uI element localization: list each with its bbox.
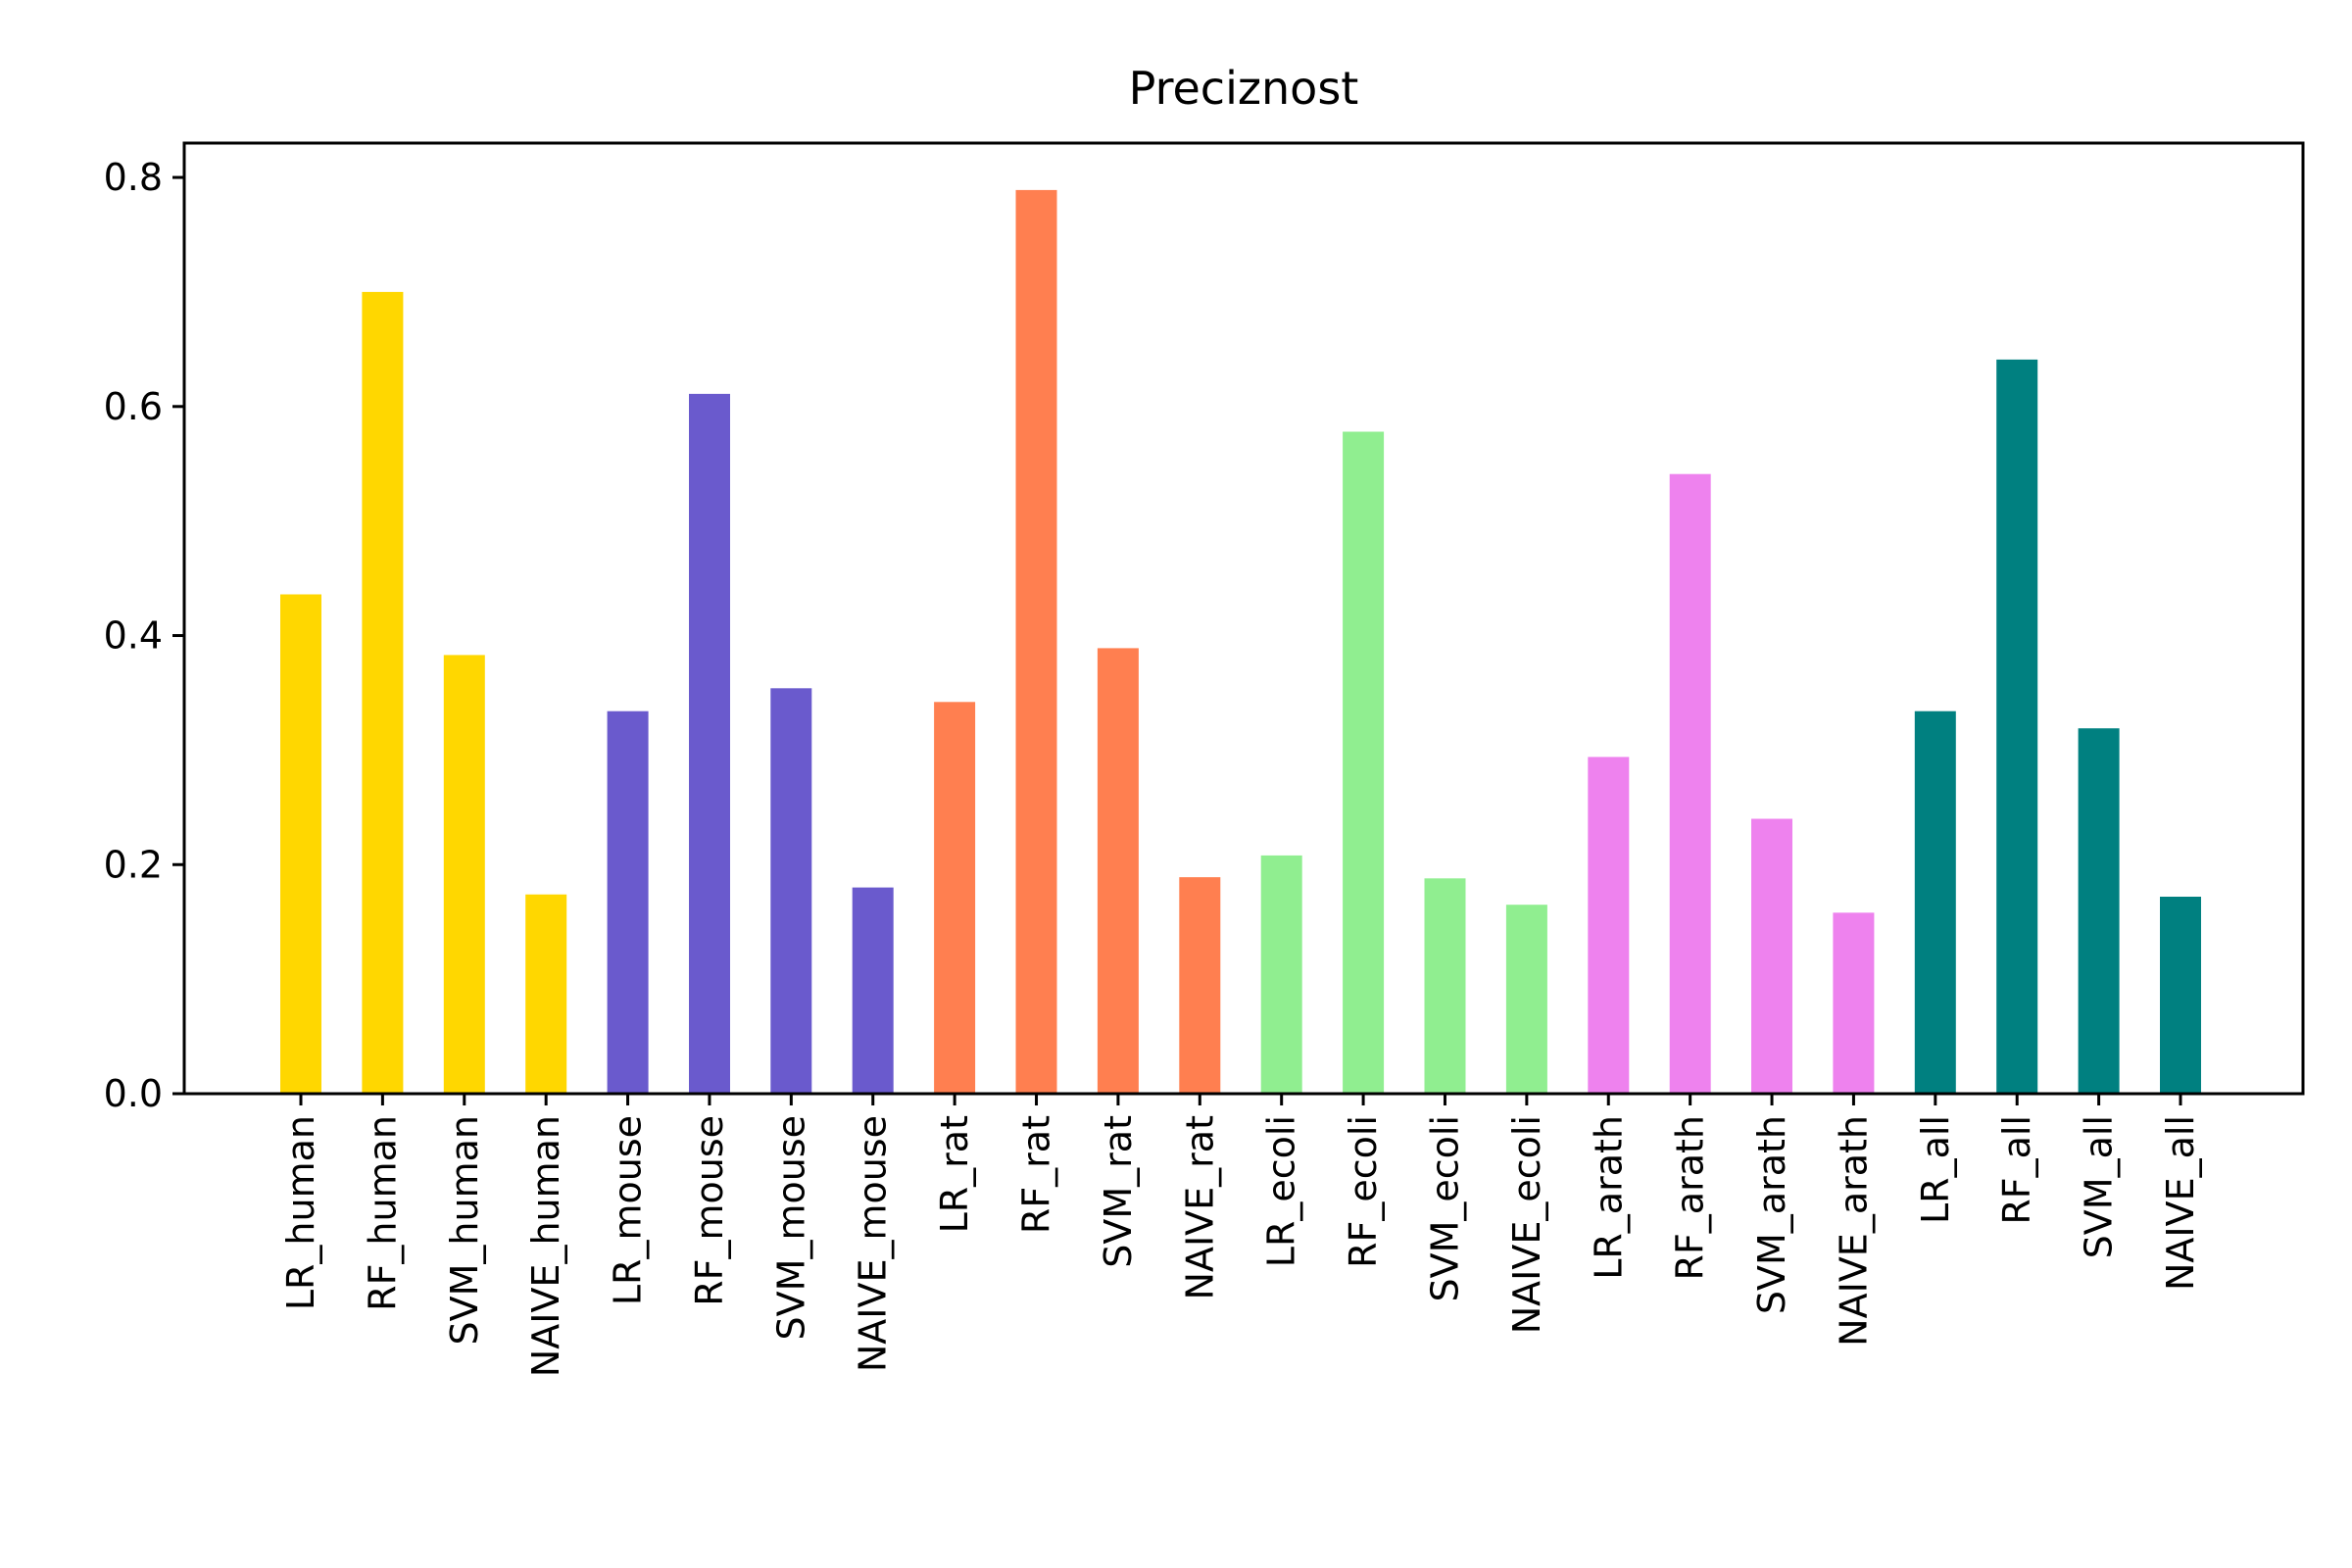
bar-RF_mouse	[689, 393, 730, 1094]
x-tick-label: RF_ecoli	[1342, 1115, 1385, 1268]
x-tick-label: NAIVE_rat	[1178, 1115, 1221, 1299]
x-tick-label: RF_rat	[1015, 1115, 1058, 1234]
x-tick-label: NAIVE_mouse	[852, 1115, 895, 1372]
bar-LR_mouse	[607, 710, 649, 1094]
x-axis: LR_human RF_human SVM_human NAIVE_human LR_m…	[279, 1094, 2202, 1377]
bar-NAIVE_rat	[1179, 877, 1221, 1094]
bar-SVM_arath	[1751, 818, 1792, 1094]
x-tick-label: RF_human	[361, 1115, 404, 1311]
bar-NAIVE_mouse	[852, 887, 894, 1094]
x-tick-label: SVM_arath	[1750, 1115, 1793, 1314]
x-tick-label: NAIVE_human	[524, 1115, 567, 1377]
y-tick-label: 0.2	[104, 843, 163, 886]
bar-RF_arath	[1669, 473, 1711, 1094]
y-axis: 0.0 0.2 0.4 0.6 0.8	[104, 156, 184, 1115]
x-tick-label: NAIVE_all	[2159, 1115, 2202, 1291]
x-tick-label: LR_rat	[933, 1115, 976, 1233]
x-tick-label: RF_arath	[1669, 1115, 1712, 1280]
bar-RF_ecoli	[1343, 431, 1385, 1094]
bar-NAIVE_all	[2160, 897, 2201, 1094]
x-tick-label: RF_mouse	[688, 1115, 731, 1306]
bar-RF_all	[1996, 359, 2038, 1094]
y-tick-label: 0.6	[104, 385, 163, 428]
x-tick-label: LR_human	[279, 1115, 322, 1310]
x-tick-label: SVM_all	[2078, 1115, 2121, 1258]
x-tick-label: SVM_mouse	[769, 1115, 812, 1340]
bar-RF_rat	[1015, 189, 1057, 1094]
x-tick-label: LR_arath	[1587, 1115, 1630, 1280]
bar-LR_ecoli	[1260, 855, 1302, 1094]
bar-SVM_rat	[1097, 648, 1139, 1094]
x-tick-label: RF_all	[1995, 1115, 2038, 1225]
bar-SVM_all	[2078, 728, 2120, 1094]
bar-LR_all	[1914, 710, 1956, 1094]
x-tick-label: NAIVE_arath	[1832, 1115, 1875, 1347]
bar-NAIVE_human	[525, 894, 567, 1094]
y-tick-label: 0.0	[104, 1072, 163, 1115]
bar-LR_human	[280, 594, 321, 1094]
x-tick-label: LR_ecoli	[1260, 1115, 1303, 1267]
bar-LR_arath	[1588, 757, 1630, 1094]
bar-SVM_mouse	[770, 688, 812, 1094]
bar-RF_human	[362, 291, 404, 1094]
bar-SVM_ecoli	[1424, 878, 1466, 1094]
bars-group	[280, 189, 2201, 1094]
x-tick-label: SVM_human	[443, 1115, 486, 1345]
x-tick-label: SVM_ecoli	[1423, 1115, 1466, 1302]
bar-LR_rat	[934, 702, 976, 1094]
x-tick-label: LR_all	[1914, 1115, 1957, 1224]
chart-title: Preciznost	[1129, 62, 1359, 115]
y-tick-label: 0.4	[104, 614, 163, 658]
bar-NAIVE_arath	[1833, 912, 1875, 1094]
y-tick-label: 0.8	[104, 156, 163, 199]
x-tick-label: LR_mouse	[607, 1115, 650, 1305]
x-tick-label: NAIVE_ecoli	[1505, 1115, 1548, 1334]
bar-NAIVE_ecoli	[1505, 905, 1547, 1094]
bar-SVM_human	[443, 655, 485, 1094]
plot-frame	[182, 141, 2305, 1096]
x-tick-label: SVM_rat	[1097, 1115, 1140, 1268]
